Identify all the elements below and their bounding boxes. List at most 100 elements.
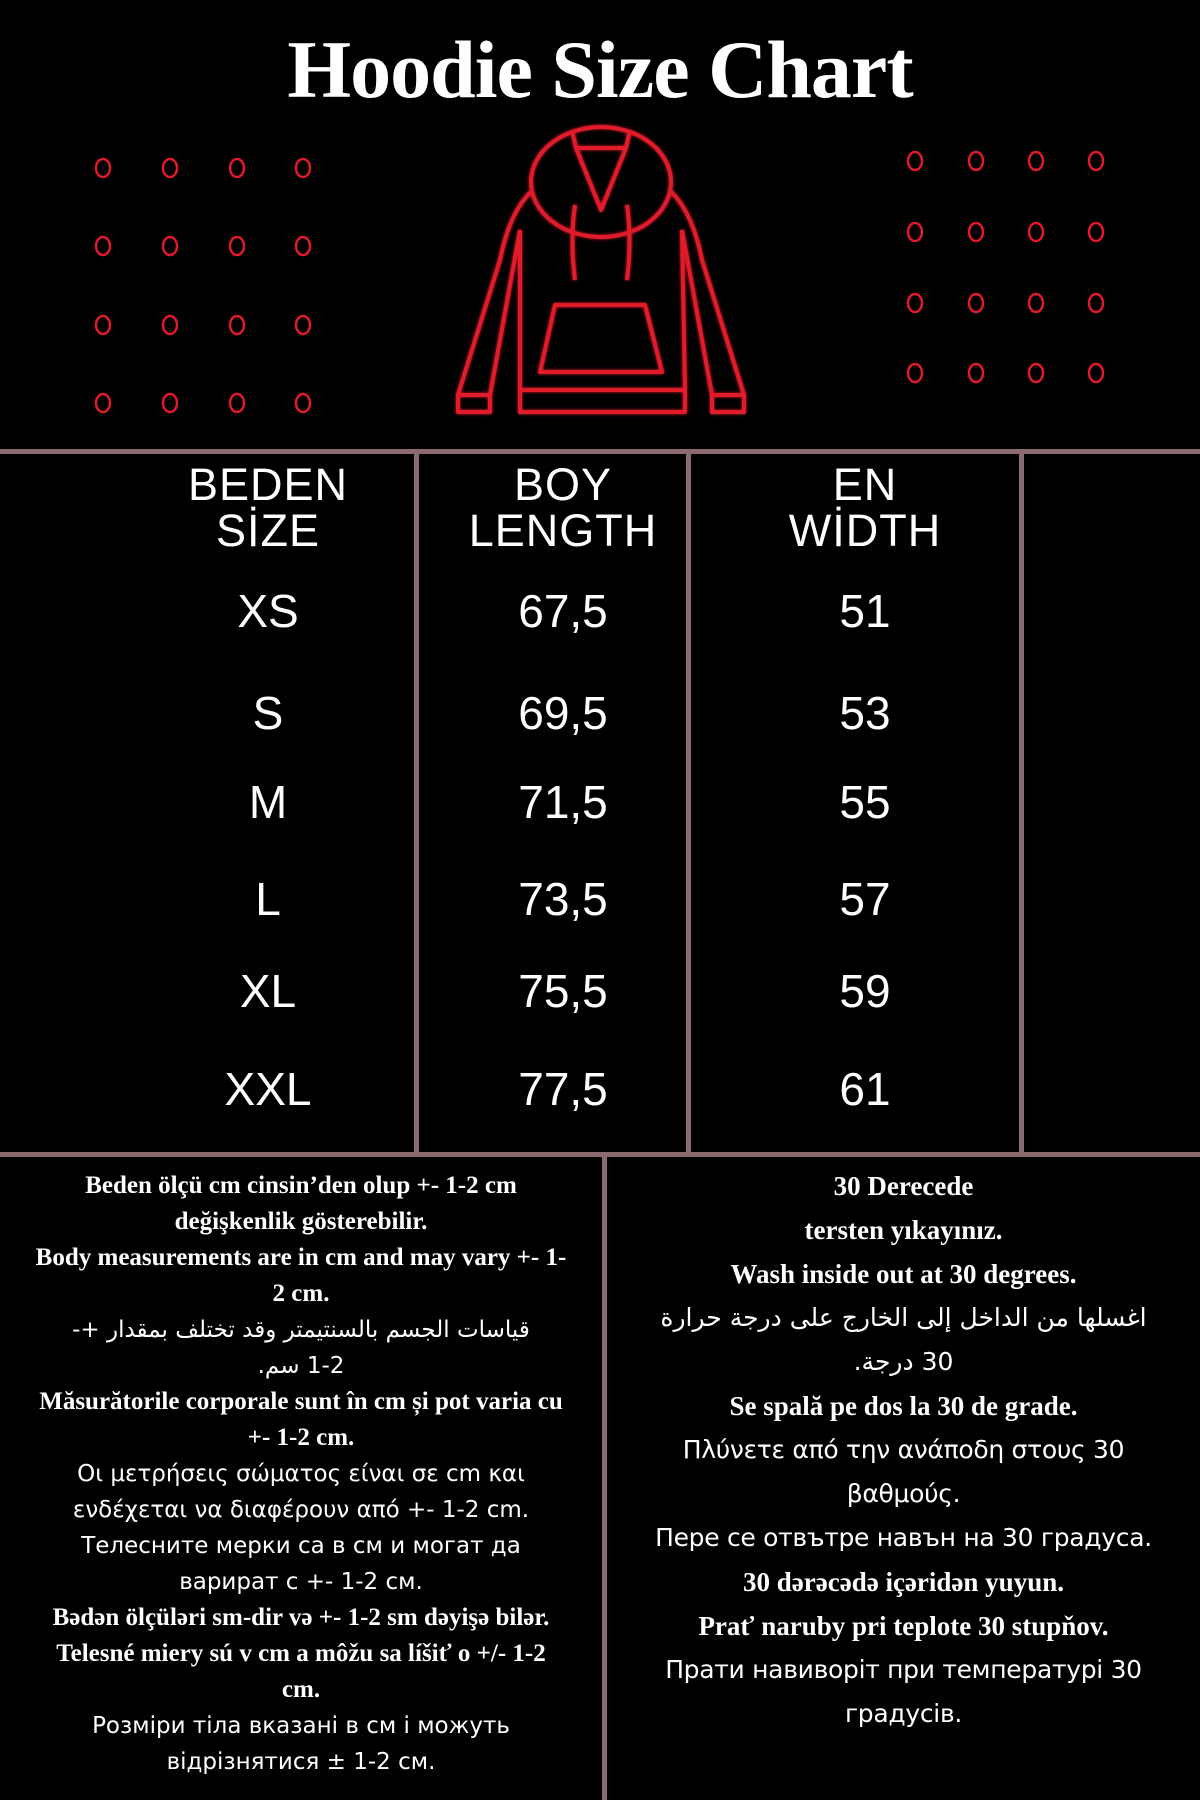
- note-line: Πλύνετε από την ανάποδη στους 30: [682, 1435, 1125, 1464]
- note-line: değişkenlik gösterebilir.: [174, 1208, 428, 1235]
- note-line: Se spală pe dos la 30 de grade.: [729, 1391, 1078, 1421]
- header-length: BOY LENGTH: [413, 462, 713, 554]
- table-bottom-border: [0, 1152, 1200, 1157]
- note-line: варират с +- 1-2 см.: [179, 1569, 423, 1595]
- cell-length: 71,5: [518, 776, 608, 828]
- column-divider: [686, 452, 691, 1154]
- decorative-dot: [1027, 362, 1045, 384]
- header-size-en: SİZE: [215, 505, 321, 556]
- decorative-dot: [294, 392, 312, 414]
- decorative-dot: [906, 150, 924, 172]
- decorative-dot: [94, 314, 112, 336]
- header-width-en: WİDTH: [788, 505, 942, 556]
- decorative-dot: [94, 235, 112, 257]
- note-line: +- 1-2 cm.: [247, 1424, 355, 1451]
- note-line: Прати навиворіт при температурі 30: [665, 1655, 1142, 1684]
- hoodie-outline-icon: [456, 125, 746, 414]
- decorative-dot: [967, 221, 985, 243]
- cell-width: 55: [839, 776, 891, 828]
- note-line: 30 درجة.: [853, 1347, 954, 1376]
- note-line: cm.: [281, 1676, 321, 1703]
- cell-length: 77,5: [518, 1063, 608, 1115]
- note-line: 30 Derecede: [833, 1171, 974, 1201]
- decorative-dot: [228, 157, 246, 179]
- note-line: قياسات الجسم بالسنتيمتر وقد تختلف بمقدار…: [72, 1317, 530, 1343]
- washing-notes: 30 Derecede tersten yıkayınız. Wash insi…: [607, 1164, 1200, 1736]
- note-line: Οι μετρήσεις σώματος είναι σε cm και: [77, 1461, 525, 1487]
- decorative-dot: [161, 392, 179, 414]
- decorative-dot: [161, 157, 179, 179]
- decorative-dot: [1027, 150, 1045, 172]
- decorative-dot: [967, 362, 985, 384]
- notes-divider: [602, 1156, 607, 1800]
- column-divider: [1019, 452, 1024, 1154]
- decorative-dot: [1087, 150, 1105, 172]
- column-divider: [414, 452, 419, 1154]
- decorative-dot: [967, 150, 985, 172]
- cell-size: L: [255, 873, 281, 925]
- dot-grid-left: [94, 157, 312, 414]
- cell-width: 53: [839, 687, 891, 739]
- note-line: Prať naruby pri teplote 30 stupňov.: [698, 1611, 1109, 1641]
- note-line: 30 dərəcədə içəridən yuyun.: [743, 1567, 1064, 1597]
- decorative-dot: [94, 392, 112, 414]
- note-line: tersten yıkayınız.: [804, 1215, 1003, 1245]
- note-line: відрізнятися ± 1-2 см.: [166, 1749, 436, 1775]
- decorative-dot: [906, 292, 924, 314]
- table-top-border: [0, 449, 1200, 454]
- header-length-tr: BOY: [513, 459, 613, 510]
- header-length-en: LENGTH: [468, 505, 658, 556]
- note-line: градусів.: [844, 1699, 963, 1728]
- cell-size: S: [252, 687, 284, 739]
- decorative-dot: [294, 235, 312, 257]
- cell-width: 59: [839, 965, 891, 1017]
- measurement-notes: Beden ölçü cm cinsin’den olup +- 1-2 cm …: [0, 1168, 602, 1780]
- cell-length: 73,5: [518, 873, 608, 925]
- header-size: BEDEN SİZE: [118, 462, 418, 554]
- cell-length: 67,5: [518, 585, 608, 637]
- note-line: Wash inside out at 30 degrees.: [730, 1259, 1077, 1289]
- note-line: Телесните мерки са в см и могат да: [81, 1533, 521, 1559]
- cell-width: 61: [839, 1063, 891, 1115]
- cell-width: 51: [839, 585, 891, 637]
- decorative-dot: [228, 314, 246, 336]
- note-line: Bədən ölçüləri sm-dir və +- 1-2 sm dəyiş…: [52, 1604, 550, 1631]
- note-line: اغسلها من الداخل إلى الخارج على درجة حرا…: [660, 1303, 1147, 1332]
- decorative-dot: [228, 392, 246, 414]
- note-line: 2 cm.: [272, 1280, 330, 1307]
- decorative-dot: [967, 292, 985, 314]
- note-line: Telesné miery sú v cm a môžu sa líšiť o …: [56, 1640, 546, 1667]
- decorative-dot: [228, 235, 246, 257]
- header-width-tr: EN: [832, 459, 898, 510]
- cell-size: XXL: [224, 1063, 312, 1115]
- cell-length: 69,5: [518, 687, 608, 739]
- cell-length: 75,5: [518, 965, 608, 1017]
- note-line: ενδέχεται να διαφέρουν από +- 1-2 cm.: [72, 1497, 530, 1523]
- decorative-dot: [1087, 292, 1105, 314]
- cell-size: XS: [237, 585, 299, 637]
- note-line: βαθμούς.: [846, 1479, 961, 1508]
- decorative-dot: [294, 157, 312, 179]
- decorative-dot: [1027, 292, 1045, 314]
- note-line: Пере се отвътре навън на 30 градуса.: [655, 1523, 1152, 1552]
- decorative-dot: [294, 314, 312, 336]
- note-line: 1-2 سم.: [257, 1353, 345, 1379]
- decorative-dot: [906, 221, 924, 243]
- decorative-dot: [161, 314, 179, 336]
- decorative-dot: [1027, 221, 1045, 243]
- page-title: Hoodie Size Chart: [287, 24, 913, 115]
- note-line: Măsurătorile corporale sunt în cm și pot…: [39, 1388, 563, 1415]
- dot-grid-right: [906, 150, 1105, 384]
- decorative-dot: [1087, 362, 1105, 384]
- decorative-dot: [1087, 221, 1105, 243]
- note-line: Body measurements are in cm and may vary…: [35, 1244, 567, 1271]
- cell-size: M: [248, 776, 288, 828]
- header-size-tr: BEDEN: [187, 459, 349, 510]
- note-line: Розміри тіла вказані в см і можуть: [92, 1713, 510, 1739]
- header-width: EN WİDTH: [715, 462, 1015, 554]
- cell-width: 57: [839, 873, 891, 925]
- cell-size: XL: [239, 965, 297, 1017]
- decorative-dot: [161, 235, 179, 257]
- header-artwork: [94, 125, 1105, 414]
- note-line: Beden ölçü cm cinsin’den olup +- 1-2 cm: [85, 1172, 517, 1199]
